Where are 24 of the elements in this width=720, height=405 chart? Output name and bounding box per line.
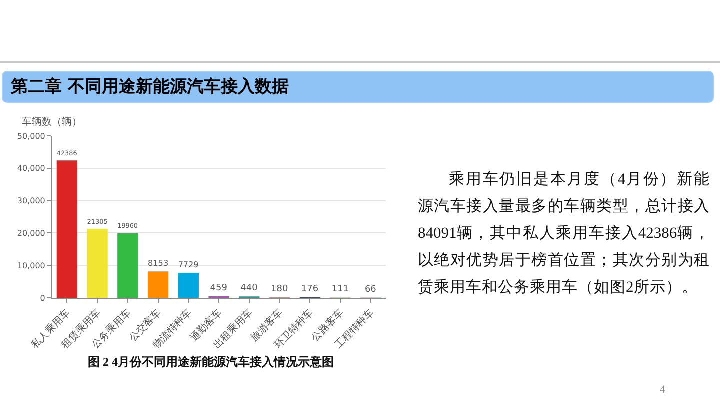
data-label: 440 [240, 284, 258, 294]
bar [56, 160, 78, 298]
text: 4 [660, 384, 666, 396]
y-tick-label: 20,000 [17, 229, 46, 238]
bar [178, 272, 199, 298]
data-label: 459 [210, 284, 228, 294]
y-tick-label: 30,000 [17, 196, 46, 206]
data-label: 176 [301, 284, 319, 294]
y-tick-label: 10,000 [17, 261, 46, 270]
y-tick-label: 0 [40, 294, 46, 303]
data-label: 7729 [178, 260, 199, 270]
y-tick-label: 50,000 [17, 132, 46, 141]
data-label: 180 [271, 284, 288, 294]
bar [87, 228, 108, 298]
y-axis-title: 车辆数（辆） [22, 116, 82, 128]
caption: 图 2 4月份不同用途新能源汽车接入情况示意图 [88, 354, 334, 371]
bar [118, 233, 138, 298]
data-label: 66 [364, 284, 377, 295]
text: 乘用车仍旧是本月度（4月份）新能源汽车接入量最多的车辆类型，总计接入84091辆，其中私人乘用车接入42386辆，以绝对优势居于榜首位置；其次分别为租赁乘用车和公务乘用车（如图2所示）。 [418, 170, 710, 298]
data-label: 8153 [148, 258, 169, 268]
y-tick-label: 40,000 [17, 164, 46, 174]
bar [148, 272, 169, 298]
data-label: 111 [332, 284, 350, 295]
chart-title: 第二章 不同用途新能源汽车接入数据 [2, 71, 714, 103]
